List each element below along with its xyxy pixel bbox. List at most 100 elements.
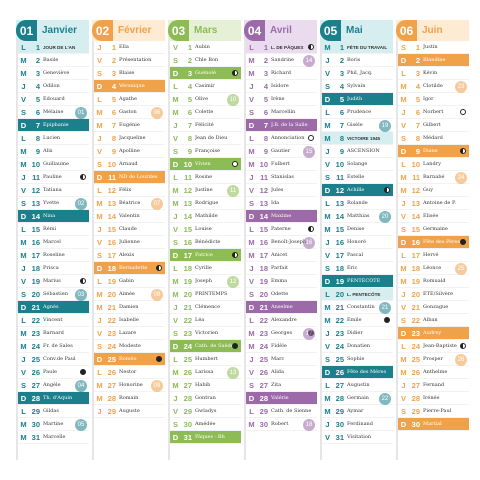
- weekday-letter: M: [248, 419, 255, 429]
- day-row: L 18 Cyrille: [170, 262, 241, 275]
- day-number: 5: [187, 94, 192, 104]
- day-row: V 15 Louise: [170, 223, 241, 236]
- day-number: 2: [415, 55, 420, 65]
- saint-name: Chle Bon: [195, 57, 219, 63]
- day-number: 11: [336, 172, 344, 182]
- weekday-letter: M: [172, 367, 179, 377]
- saint-name: Marcelle: [43, 434, 66, 440]
- saint-name: Visitation: [347, 434, 372, 440]
- saint-name: Humbert: [195, 356, 218, 362]
- day-row: J 16 Honoré: [322, 236, 393, 249]
- week-number-badge: 07: [151, 198, 163, 210]
- day-row: J 25 Marc: [246, 353, 317, 366]
- day-row: D 30 Martial: [398, 418, 469, 431]
- day-number: 6: [111, 107, 116, 117]
- day-number: 31: [183, 432, 192, 442]
- weekday-letter: M: [324, 393, 331, 403]
- day-number: 29: [107, 406, 116, 416]
- saint-name: Estelle: [347, 174, 365, 180]
- saint-name: Agathe: [119, 96, 137, 102]
- day-number: 8: [35, 133, 40, 143]
- saint-name: Gisèle: [347, 122, 363, 128]
- saint-name: Prisca: [43, 265, 59, 271]
- day-number: 2: [35, 55, 40, 65]
- weekday-letter: L: [401, 68, 406, 78]
- saint-name: Irène: [271, 96, 285, 102]
- day-row: D 7 J.B. de la Salle: [246, 119, 317, 132]
- weekday-letter: J: [401, 289, 406, 299]
- week-number-badge: 06: [151, 107, 163, 119]
- weekday-letter: D: [324, 367, 331, 377]
- week-number-badge: 15: [303, 146, 315, 158]
- saint-name: Cyrille: [195, 265, 212, 271]
- saint-name: Ida: [271, 200, 280, 206]
- saint-name: Blandine: [423, 57, 446, 63]
- saint-name: Claude: [119, 226, 137, 232]
- weekday-letter: D: [248, 211, 255, 221]
- weekday-letter: D: [96, 263, 103, 273]
- saint-name: Jean de Dieu: [195, 135, 228, 141]
- saint-name: ASCENSION: [347, 148, 380, 154]
- weekday-letter: M: [400, 94, 407, 104]
- day-number: 4: [35, 81, 40, 91]
- day-number: 11: [108, 172, 116, 182]
- saint-name: JOUR DE L'AN: [43, 44, 76, 50]
- day-row: M 19 Romuald: [398, 275, 469, 288]
- day-number: 18: [183, 263, 192, 273]
- saint-name: Vivien: [195, 161, 211, 167]
- week-number-badge: 08: [151, 289, 163, 301]
- day-row: S 11 Estelle: [322, 171, 393, 184]
- day-row: M 27 Habib: [170, 379, 241, 392]
- day-number: 14: [335, 211, 344, 221]
- saint-name: FÊTE DU TRAVAIL: [347, 44, 388, 50]
- week-number-badge: 09: [151, 380, 163, 392]
- day-number: 14: [107, 211, 116, 221]
- day-number: 6: [187, 107, 192, 117]
- saint-name: Édouard: [43, 96, 65, 102]
- weekday-letter: L: [97, 276, 102, 286]
- saint-name: Roseline: [43, 252, 65, 258]
- saint-name: Félix: [119, 187, 132, 193]
- saint-name: Germaine: [423, 226, 448, 232]
- weekday-letter: L: [249, 315, 254, 325]
- weekday-letter: M: [248, 146, 255, 156]
- weekday-letter: S: [20, 198, 26, 208]
- saint-name: Modeste: [119, 343, 141, 349]
- saint-name: Paule: [43, 369, 57, 375]
- saint-name: Pâques - Bh: [195, 434, 225, 440]
- weekday-letter: V: [324, 432, 330, 442]
- day-row: J 11 Stanislas: [246, 171, 317, 184]
- day-row: S 29 Pierre-Paul: [398, 405, 469, 418]
- saint-name: Sébastien: [43, 291, 68, 297]
- day-row: S 4 Sylvain: [322, 80, 393, 93]
- day-number: 10: [107, 159, 116, 169]
- saint-name: Clémence: [195, 304, 221, 310]
- weekday-letter: M: [400, 367, 407, 377]
- saint-name: L. DE PÂQUES: [271, 44, 304, 50]
- day-number: 26: [335, 367, 344, 377]
- saint-name: Fidèle: [271, 343, 287, 349]
- day-row: V 8 Jean de Dieu: [170, 132, 241, 145]
- day-row: M 23 Barnard: [18, 327, 89, 340]
- day-number: 17: [335, 250, 344, 260]
- day-row: J 21 Clémence: [170, 301, 241, 314]
- day-row: J 4 Isidore: [246, 80, 317, 93]
- weekday-letter: M: [96, 302, 103, 312]
- day-row: S 20 Sébastien: [18, 288, 89, 301]
- weekday-letter: S: [324, 172, 330, 182]
- day-number: 26: [107, 367, 116, 377]
- day-row: D 23 Audrey: [398, 327, 469, 340]
- day-row: S 2 Chle Bon: [170, 54, 241, 67]
- weekday-letter: D: [400, 237, 407, 247]
- saint-name: Barnabé: [423, 174, 445, 180]
- day-row: V 26 Paule: [18, 366, 89, 379]
- day-row: M 29 Aymar: [322, 405, 393, 418]
- saint-name: Louise: [195, 226, 212, 232]
- day-number: 4: [111, 81, 116, 91]
- saint-name: Jacqueline: [119, 135, 146, 141]
- day-list: L 1 JOUR DE L'AN M 2 Basile M 3 Geneviève J 4 Odilo…: [16, 41, 89, 460]
- day-row: L 22 Vincent: [18, 314, 89, 327]
- day-number: 17: [31, 250, 40, 260]
- day-row: L 1 L. DE PÂQUES: [246, 41, 317, 54]
- weekday-letter: J: [97, 133, 102, 143]
